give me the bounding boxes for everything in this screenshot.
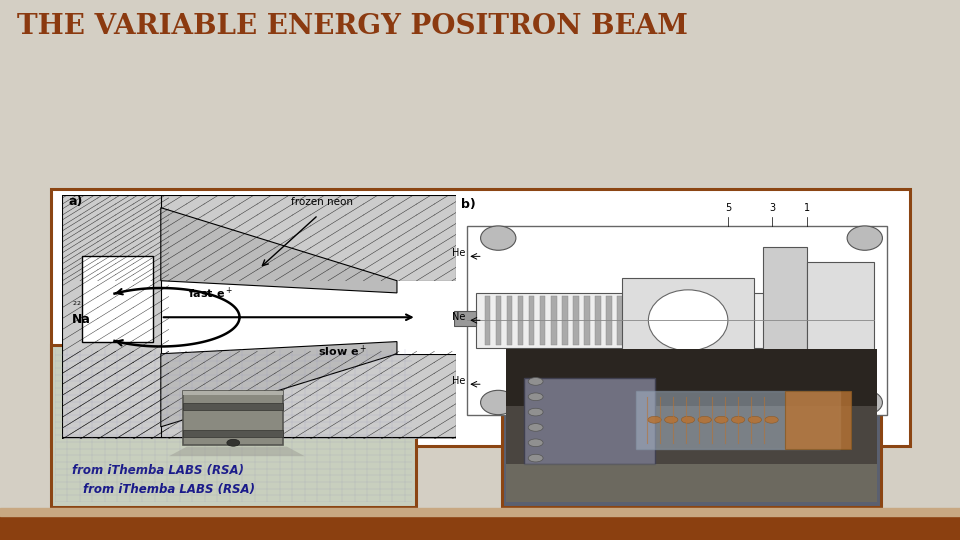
Circle shape	[528, 439, 543, 447]
Circle shape	[765, 416, 779, 423]
Circle shape	[528, 377, 543, 385]
Text: b): b)	[461, 198, 475, 211]
Text: 1: 1	[804, 202, 810, 213]
Bar	[51, 345, 416, 507]
Text: from iThemba LABS (RSA): from iThemba LABS (RSA)	[84, 483, 255, 496]
Circle shape	[528, 454, 543, 462]
Circle shape	[481, 390, 516, 415]
Bar	[183, 430, 283, 437]
Bar	[524, 377, 655, 464]
Circle shape	[227, 440, 240, 446]
Bar	[636, 391, 840, 449]
Circle shape	[648, 416, 661, 423]
Polygon shape	[169, 447, 304, 456]
Bar	[518, 296, 523, 345]
Bar	[506, 464, 877, 502]
Text: a): a)	[68, 195, 83, 208]
Bar	[62, 195, 456, 281]
Circle shape	[847, 226, 882, 250]
Bar	[83, 256, 153, 342]
Bar	[62, 436, 456, 451]
Text: 6: 6	[760, 422, 766, 432]
Circle shape	[748, 416, 761, 423]
Bar	[807, 262, 874, 378]
Text: slow e$^+$: slow e$^+$	[319, 344, 368, 359]
Circle shape	[528, 393, 543, 401]
Text: 2: 2	[681, 422, 686, 432]
Circle shape	[847, 390, 882, 415]
Text: fast e$^+$: fast e$^+$	[188, 286, 233, 301]
Bar	[183, 391, 283, 395]
Circle shape	[714, 416, 728, 423]
Bar	[585, 296, 589, 345]
Bar	[62, 195, 161, 439]
Circle shape	[528, 423, 543, 431]
Circle shape	[664, 416, 678, 423]
Text: 4: 4	[725, 422, 731, 432]
Bar	[502, 345, 881, 507]
Text: He: He	[452, 376, 466, 386]
Text: Ne: Ne	[452, 312, 466, 322]
Bar	[595, 296, 601, 345]
Text: He: He	[452, 248, 466, 258]
Bar	[529, 296, 535, 345]
Bar	[617, 296, 623, 345]
Bar	[183, 391, 283, 445]
Polygon shape	[161, 342, 397, 427]
Circle shape	[698, 416, 711, 423]
Bar	[607, 296, 612, 345]
Polygon shape	[161, 208, 397, 293]
Bar	[507, 296, 513, 345]
Bar	[0, 516, 960, 540]
Bar	[183, 403, 283, 410]
Text: THE VARIABLE ENERGY POSITRON BEAM: THE VARIABLE ENERGY POSITRON BEAM	[17, 14, 688, 40]
Bar	[506, 464, 877, 502]
Bar	[551, 296, 557, 345]
Bar	[563, 296, 567, 345]
Bar	[540, 296, 545, 345]
Circle shape	[528, 408, 543, 416]
Text: from iThemba LABS (RSA): from iThemba LABS (RSA)	[72, 464, 244, 477]
Bar	[476, 293, 785, 348]
Circle shape	[481, 226, 516, 250]
Bar	[468, 226, 887, 415]
Bar	[454, 311, 476, 326]
Text: Na: Na	[72, 313, 91, 326]
Bar	[62, 281, 456, 354]
Bar	[784, 391, 852, 449]
Bar	[506, 407, 877, 464]
Bar	[496, 296, 501, 345]
Text: frozen neon: frozen neon	[291, 197, 352, 207]
Text: 5: 5	[725, 202, 731, 213]
Bar	[0, 508, 960, 516]
Bar	[506, 349, 877, 406]
Bar	[622, 278, 755, 363]
Bar	[763, 247, 807, 393]
Bar	[62, 354, 456, 439]
Circle shape	[682, 416, 695, 423]
Ellipse shape	[648, 290, 728, 351]
Bar	[51, 189, 910, 446]
Text: $^{22}$: $^{22}$	[72, 301, 82, 309]
Bar	[485, 296, 491, 345]
Text: 3: 3	[769, 202, 775, 213]
Bar	[573, 296, 579, 345]
Circle shape	[732, 416, 745, 423]
